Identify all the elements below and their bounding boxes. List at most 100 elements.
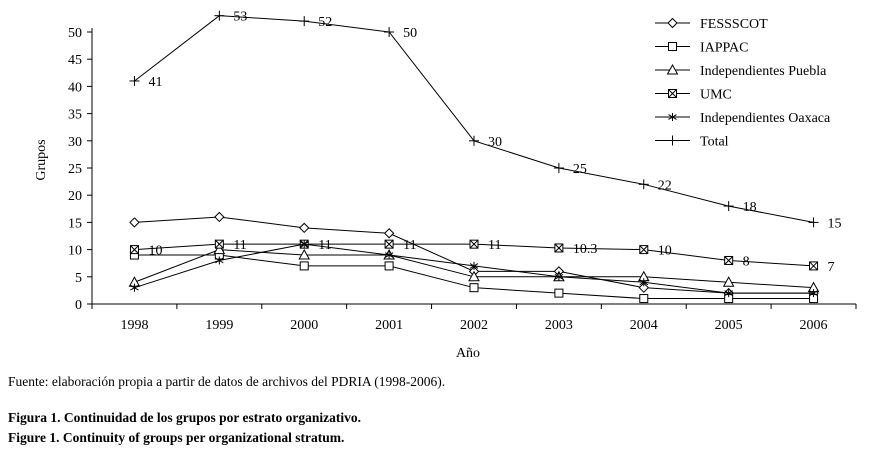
legend-label: Independientes Puebla — [700, 64, 827, 79]
data-point-umc — [554, 243, 564, 253]
data-point-fessscot — [299, 222, 310, 234]
figure-caption-en: Figure 1. Continuity of groups per organ… — [8, 430, 345, 445]
data-point-independientes-oaxaca — [809, 289, 818, 298]
y-tick-label: 30 — [68, 135, 82, 150]
data-point-umc — [129, 245, 139, 255]
legend-marker — [668, 113, 677, 121]
chart-axes: 0 5 10 15 20 25 30 35 40 45 50 1998 1999 2000 2001 2002… — [34, 26, 857, 361]
data-point-iappac — [554, 288, 564, 298]
data-label-umc: 11 — [488, 238, 501, 253]
data-point-independientes-puebla — [468, 270, 480, 282]
y-tick-label: 40 — [68, 80, 82, 95]
data-label-umc: 11 — [318, 238, 331, 253]
data-point-independientes-oaxaca — [469, 261, 479, 270]
data-point-umc — [724, 255, 734, 265]
data-label-total: 50 — [403, 26, 417, 41]
data-label-total: 41 — [148, 75, 162, 90]
data-point-umc — [384, 239, 394, 249]
y-tick-label: 0 — [75, 298, 82, 313]
data-point-total — [638, 179, 649, 190]
data-label-umc: 10 — [148, 244, 162, 259]
data-point-independientes-oaxaca — [554, 272, 564, 281]
y-tick-label: 50 — [68, 26, 82, 41]
source-note: Fuente: elaboración propia a partir de d… — [8, 374, 446, 389]
legend-marker — [667, 17, 678, 29]
data-point-total — [384, 27, 395, 37]
data-point-fessscot — [638, 282, 649, 293]
data-point-fessscot — [383, 228, 395, 239]
legend-marker — [666, 63, 679, 75]
y-tick-label: 25 — [68, 162, 82, 177]
x-tick-label: 2006 — [800, 318, 828, 333]
x-tick-label: 2004 — [630, 318, 658, 333]
data-point-total — [129, 75, 140, 86]
y-tick-label: 35 — [68, 108, 82, 123]
data-point-total — [723, 201, 734, 212]
figure-caption-es: Figura 1. Continuidad de los grupos por … — [8, 410, 362, 425]
data-label-total: 30 — [488, 135, 502, 150]
legend-item-independientes-oaxaca: Independientes Oaxaca — [655, 111, 831, 126]
data-label-total: 52 — [318, 15, 332, 30]
data-point-umc — [809, 261, 819, 271]
data-label-total: 18 — [743, 200, 757, 215]
data-point-independientes-puebla — [213, 243, 226, 255]
legend-marker — [668, 42, 677, 51]
data-point-umc — [214, 239, 224, 249]
data-label-umc: 10 — [658, 244, 672, 259]
data-point-iappac — [299, 261, 309, 271]
legend-label: IAPPAC — [700, 41, 749, 56]
data-label-total: 15 — [828, 216, 842, 231]
x-tick-label: 2000 — [290, 318, 318, 333]
data-point-independientes-oaxaca — [724, 289, 733, 298]
data-point-iappac — [384, 261, 394, 271]
x-tick-label: 1998 — [120, 318, 148, 333]
data-point-independientes-oaxaca — [299, 240, 309, 249]
legend-marker — [668, 89, 677, 98]
x-tick-label: 2002 — [460, 318, 488, 333]
legend-label: UMC — [700, 88, 732, 103]
series-lines — [128, 10, 820, 304]
x-tick-label: 2003 — [545, 318, 573, 333]
legend-item-umc: UMC — [655, 88, 732, 103]
y-tick-label: 15 — [68, 216, 82, 231]
data-point-independientes-oaxaca — [639, 278, 649, 287]
legend-item-fessscot: FESSSCOT — [655, 17, 768, 32]
y-tick-label: 45 — [68, 53, 82, 68]
x-tick-label: 2005 — [715, 318, 743, 333]
legend-item-total: Total — [655, 135, 729, 150]
data-label-umc: 10.3 — [573, 242, 598, 257]
data-point-total — [469, 135, 479, 146]
data-label-umc: 8 — [743, 254, 750, 269]
data-label-total: 25 — [573, 162, 587, 177]
data-label-total: 53 — [233, 10, 247, 25]
legend-label: Total — [700, 135, 729, 150]
y-tick-label: 20 — [68, 189, 82, 204]
series-line-fessscot — [134, 216, 814, 294]
data-point-independientes-puebla — [298, 249, 311, 260]
x-axis-title: Año — [456, 346, 480, 361]
data-point-total — [214, 10, 225, 21]
data-label-total: 22 — [658, 178, 672, 193]
data-point-iappac — [639, 294, 649, 304]
y-axis-title: Grupos — [34, 139, 49, 180]
data-point-independientes-oaxaca — [384, 251, 394, 260]
y-tick-label: 5 — [75, 271, 82, 286]
data-label-umc: 11 — [233, 238, 246, 253]
data-labels: 10 11 11 11 11 10.3 10 8 7 41 53 52 50 30 25 22 18 15 — [148, 10, 841, 275]
x-tick-label: 1999 — [205, 318, 233, 333]
line-chart: 0 5 10 15 20 25 30 35 40 45 50 1998 1999 2000 2001 2002… — [34, 10, 857, 361]
legend-label: Independientes Oaxaca — [700, 111, 831, 126]
data-point-total — [553, 163, 564, 173]
legend-item-iappac: IAPPAC — [655, 41, 749, 56]
data-label-umc: 7 — [828, 260, 835, 275]
data-point-independientes-oaxaca — [215, 256, 224, 265]
data-point-independientes-puebla — [722, 276, 735, 287]
data-point-total — [299, 16, 310, 27]
legend-label: FESSSCOT — [700, 17, 768, 32]
data-label-umc: 11 — [403, 238, 416, 253]
data-point-iappac — [469, 283, 479, 293]
legend-marker — [667, 135, 678, 146]
data-point-independientes-oaxaca — [130, 283, 139, 292]
data-point-total — [808, 217, 819, 228]
y-tick-label: 10 — [68, 244, 82, 259]
